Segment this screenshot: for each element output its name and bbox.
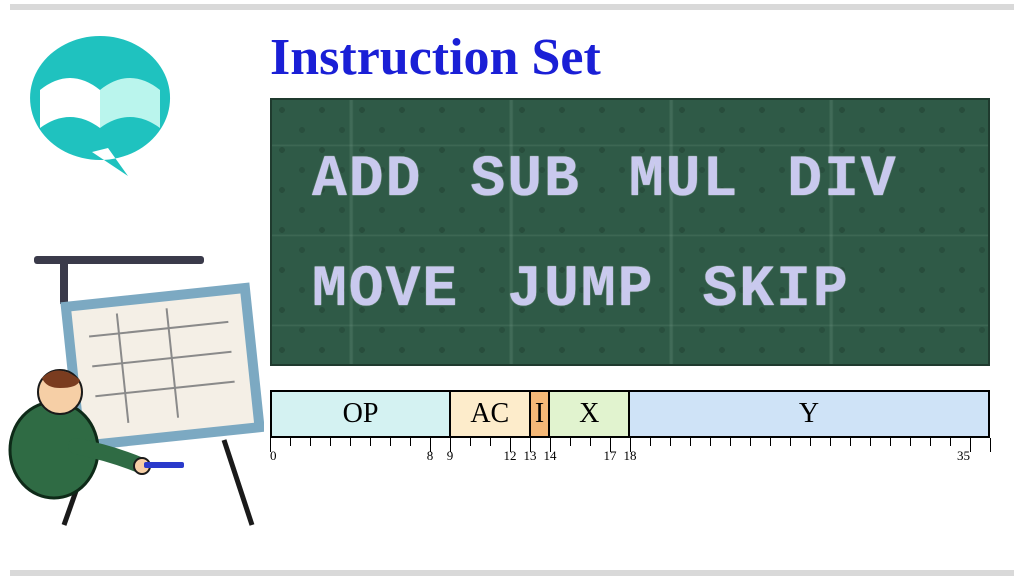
tick — [350, 438, 351, 446]
tick — [730, 438, 731, 446]
bottom-divider — [10, 570, 1014, 576]
book-icon — [20, 28, 180, 178]
tick — [770, 438, 771, 446]
tick — [970, 438, 971, 452]
mnemonic-sub: SUB — [470, 148, 580, 213]
mnemonic-div: DIV — [787, 148, 897, 213]
tick-label: 14 — [544, 448, 557, 464]
tick — [590, 438, 591, 446]
tick — [290, 438, 291, 446]
tick — [950, 438, 951, 446]
mnemonic-mul: MUL — [629, 148, 739, 213]
tick — [370, 438, 371, 446]
tick-label: 12 — [504, 448, 517, 464]
top-divider — [10, 4, 1014, 10]
tick — [690, 438, 691, 446]
tick — [310, 438, 311, 446]
tick — [890, 438, 891, 446]
mnemonic-move: MOVE — [312, 258, 459, 323]
tick — [930, 438, 931, 446]
field-i: I — [531, 392, 551, 436]
tick — [670, 438, 671, 446]
board-row-1: ADD SUB MUL DIV — [312, 148, 898, 213]
tick — [850, 438, 851, 446]
tick-label: 17 — [604, 448, 617, 464]
field-ac: AC — [451, 392, 531, 436]
field-op: OP — [272, 392, 451, 436]
field-y: Y — [630, 392, 988, 436]
format-ruler: 0 89 12 13 14 17 18 35 — [270, 438, 990, 464]
page-title: Instruction Set — [270, 28, 601, 87]
tick — [750, 438, 751, 446]
tick — [410, 438, 411, 446]
tick — [470, 438, 471, 446]
tick-label: 13 — [524, 448, 537, 464]
draftsman-illustration — [4, 250, 264, 530]
mnemonic-add: ADD — [312, 148, 422, 213]
field-x: X — [550, 392, 630, 436]
board-row-2: MOVE JUMP SKIP — [312, 258, 850, 323]
tick — [390, 438, 391, 446]
tick — [870, 438, 871, 446]
tick-label: 35 — [957, 448, 970, 464]
tick-label: 0 — [270, 448, 277, 464]
tick — [990, 438, 991, 452]
tick-label: 18 — [624, 448, 637, 464]
format-fields: OPACIXY — [270, 390, 990, 438]
tick — [570, 438, 571, 446]
mnemonic-skip: SKIP — [702, 258, 849, 323]
tick — [330, 438, 331, 446]
tick — [810, 438, 811, 446]
tick-label: 9 — [447, 448, 454, 464]
instruction-format: OPACIXY 0 89 12 13 14 17 18 35 — [270, 390, 990, 464]
tick — [650, 438, 651, 446]
tick — [490, 438, 491, 446]
mnemonic-jump: JUMP — [507, 258, 654, 323]
tick — [830, 438, 831, 446]
tick — [790, 438, 791, 446]
instruction-board: ADD SUB MUL DIV MOVE JUMP SKIP — [270, 98, 990, 366]
tick — [710, 438, 711, 446]
tick — [910, 438, 911, 446]
tick-label: 8 — [427, 448, 434, 464]
